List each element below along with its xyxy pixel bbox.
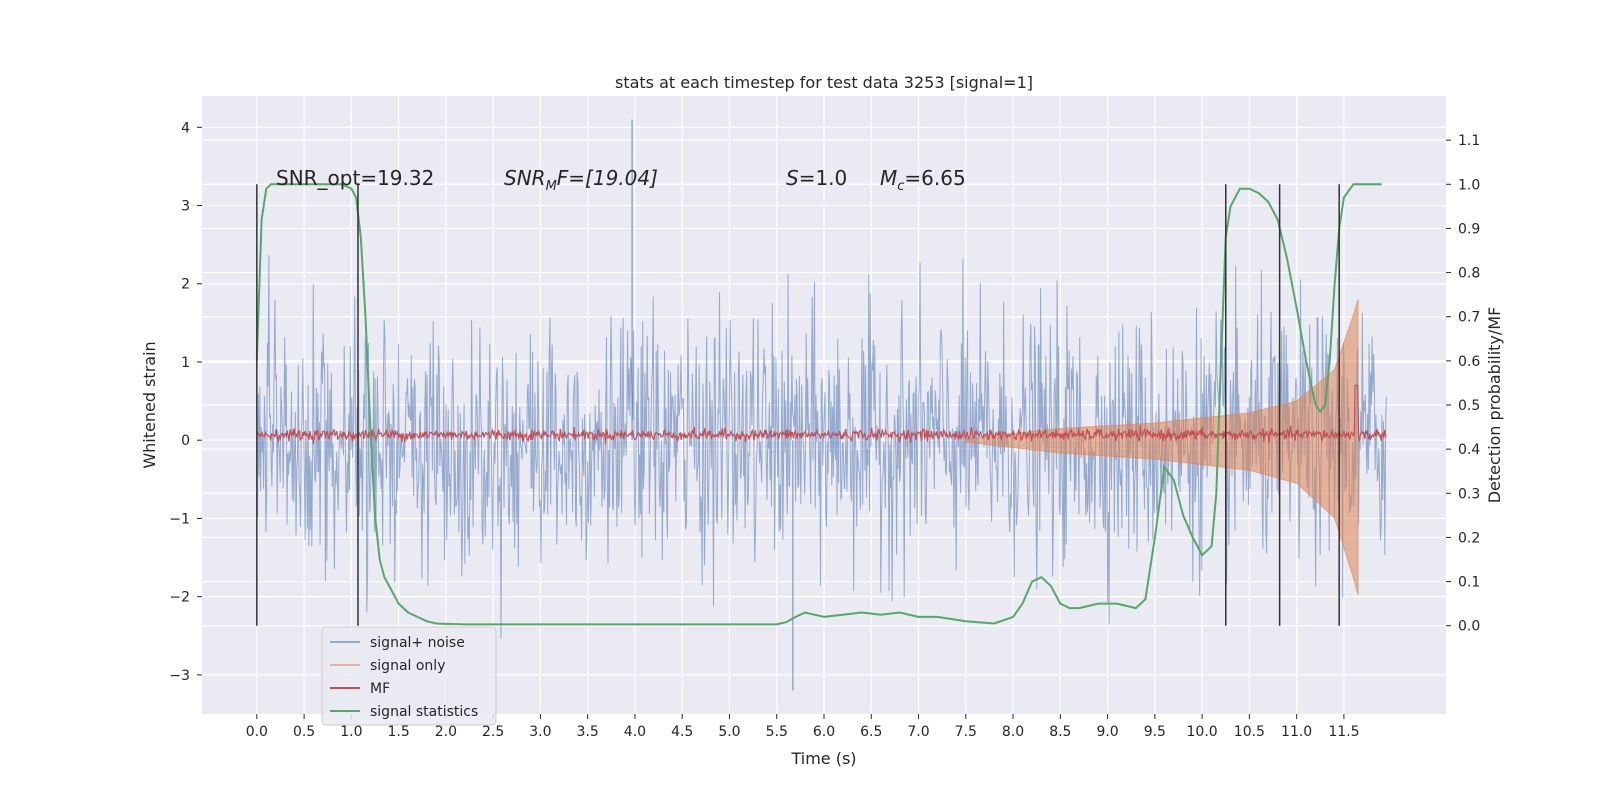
series-signal-statistics bbox=[255, 183, 1382, 626]
y2-axis-ticks: 0.0 0.1 0.2 0.3 0.4 0.5 0.6 0.7 0.8 0.9 1.0 1.1 bbox=[1446, 133, 1480, 635]
y-tick-label: −2 bbox=[169, 590, 190, 606]
y-tick-label: −3 bbox=[169, 668, 190, 684]
y-tick-label: 2 bbox=[181, 277, 190, 293]
annotation-mc-sub: c bbox=[897, 179, 904, 194]
y-tick-label: −1 bbox=[169, 511, 190, 527]
annotation-snr-mf: SNRMF=[19.04] bbox=[504, 166, 658, 194]
legend-label-mf: MF bbox=[370, 681, 390, 697]
y2-tick-label: 0.6 bbox=[1458, 354, 1480, 370]
legend-label-signal-noise: signal+ noise bbox=[370, 635, 465, 651]
y-axis-label: Whitened strain bbox=[140, 341, 159, 468]
x-tick-label: 7.5 bbox=[955, 724, 977, 740]
legend-box bbox=[321, 626, 497, 726]
y2-tick-label: 0.2 bbox=[1458, 530, 1480, 546]
series-layer bbox=[255, 119, 1387, 691]
annotation-snr-mf-sub: M bbox=[546, 179, 557, 194]
y2-axis-label: Detection probability/MF bbox=[1485, 307, 1504, 504]
y2-tick-label: 0.9 bbox=[1458, 221, 1480, 237]
x-tick-label: 0.5 bbox=[293, 724, 315, 740]
x-tick-label: 7.0 bbox=[907, 724, 929, 740]
x-axis-ticks: 0.0 0.5 1.0 1.5 2.0 2.5 3.0 3.5 4.0 4.5 5.0 5.5 6.0 6… bbox=[246, 714, 1359, 740]
x-tick-label: 1.0 bbox=[340, 724, 362, 740]
annotations: SNR_opt=19.32 SNRMF=[19.04] S=1.0 Mc=6.6… bbox=[276, 166, 966, 194]
y2-tick-label: 0.1 bbox=[1458, 575, 1480, 591]
y2-tick-label: 1.1 bbox=[1458, 133, 1480, 149]
x-tick-label: 9.5 bbox=[1144, 724, 1166, 740]
x-tick-label: 0.0 bbox=[246, 724, 268, 740]
x-tick-label: 10.5 bbox=[1234, 724, 1265, 740]
series-signal-noise bbox=[256, 255, 1387, 639]
x-tick-label: 4.0 bbox=[624, 724, 646, 740]
y-tick-label: 3 bbox=[181, 199, 190, 215]
x-tick-label: 5.5 bbox=[766, 724, 788, 740]
annotation-mc-value: =6.65 bbox=[904, 166, 965, 190]
annotation-s: S=1.0 bbox=[786, 166, 847, 190]
y2-tick-label: 0.5 bbox=[1458, 398, 1480, 414]
legend-label-signal-only: signal only bbox=[370, 658, 445, 674]
x-tick-label: 8.5 bbox=[1049, 724, 1071, 740]
x-tick-label: 8.0 bbox=[1002, 724, 1024, 740]
x-tick-label: 10.0 bbox=[1187, 724, 1218, 740]
y-axis-ticks: −3 −2 −1 0 1 2 3 4 bbox=[169, 120, 202, 684]
legend: signal+ noise signal only MF signal stat… bbox=[321, 626, 497, 726]
x-axis-label: Time (s) bbox=[790, 749, 856, 768]
y-tick-label: 1 bbox=[181, 355, 190, 371]
y2-tick-label: 0.0 bbox=[1458, 619, 1480, 635]
x-tick-label: 6.5 bbox=[860, 724, 882, 740]
series-signal-only bbox=[965, 299, 1359, 596]
y2-tick-label: 0.7 bbox=[1458, 310, 1480, 326]
annotation-mc-var: M bbox=[880, 166, 897, 190]
annotation-s-value: =1.0 bbox=[799, 166, 848, 190]
x-tick-label: 3.5 bbox=[577, 724, 599, 740]
annotation-snr-opt: SNR_opt=19.32 bbox=[276, 166, 434, 190]
annotation-snr-mf-f: F=[19.04] bbox=[557, 166, 658, 190]
y2-tick-label: 0.4 bbox=[1458, 442, 1480, 458]
x-tick-label: 3.0 bbox=[529, 724, 551, 740]
chart-title: stats at each timestep for test data 325… bbox=[615, 73, 1033, 92]
x-tick-label: 6.0 bbox=[813, 724, 835, 740]
annotation-s-var: S bbox=[786, 166, 799, 190]
legend-label-signal-statistics: signal statistics bbox=[370, 704, 478, 720]
annotation-snr-mf-base: SNR bbox=[504, 166, 546, 190]
x-tick-label: 1.5 bbox=[387, 724, 409, 740]
y2-tick-label: 1.0 bbox=[1458, 177, 1480, 193]
y2-tick-label: 0.8 bbox=[1458, 266, 1480, 282]
x-tick-label: 2.0 bbox=[435, 724, 457, 740]
x-tick-label: 5.0 bbox=[718, 724, 740, 740]
x-tick-label: 11.0 bbox=[1281, 724, 1312, 740]
y2-tick-label: 0.3 bbox=[1458, 486, 1480, 502]
series-mf bbox=[256, 384, 1387, 445]
y-tick-label: 4 bbox=[181, 120, 190, 136]
annotation-mc: Mc=6.65 bbox=[880, 166, 966, 194]
vertical-markers bbox=[256, 184, 1340, 626]
x-tick-label: 11.5 bbox=[1328, 724, 1359, 740]
x-tick-label: 4.5 bbox=[671, 724, 693, 740]
y-tick-label: 0 bbox=[181, 433, 190, 449]
x-tick-label: 2.5 bbox=[482, 724, 504, 740]
x-tick-label: 9.0 bbox=[1096, 724, 1118, 740]
